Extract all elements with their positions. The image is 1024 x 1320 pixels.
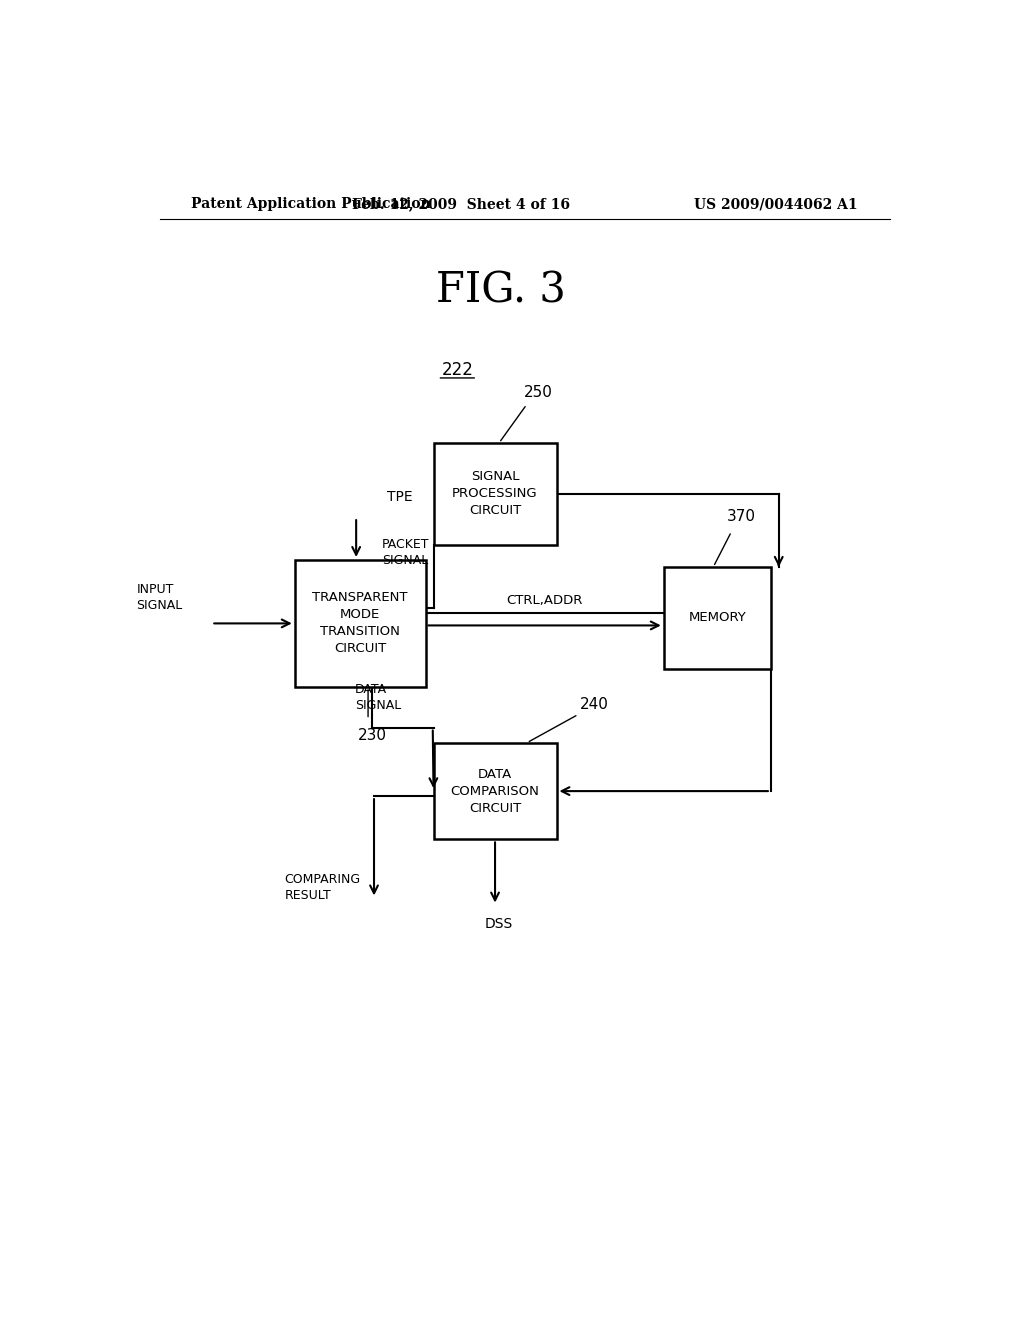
Text: FIG. 3: FIG. 3 [436, 269, 566, 312]
Text: INPUT
SIGNAL: INPUT SIGNAL [136, 583, 183, 612]
Text: 250: 250 [524, 384, 553, 400]
Text: TPE: TPE [387, 490, 413, 504]
Text: SIGNAL
PROCESSING
CIRCUIT: SIGNAL PROCESSING CIRCUIT [453, 470, 538, 517]
Text: 230: 230 [357, 729, 386, 743]
Text: MEMORY: MEMORY [688, 611, 746, 624]
Text: DSS: DSS [485, 917, 513, 931]
Text: DATA
COMPARISON
CIRCUIT: DATA COMPARISON CIRCUIT [451, 768, 540, 814]
Text: 240: 240 [580, 697, 608, 711]
FancyBboxPatch shape [664, 568, 771, 669]
Text: DATA
SIGNAL: DATA SIGNAL [355, 682, 401, 711]
Text: 370: 370 [727, 508, 756, 524]
FancyBboxPatch shape [433, 444, 557, 545]
Text: COMPARING
RESULT: COMPARING RESULT [285, 873, 360, 902]
Text: Patent Application Publication: Patent Application Publication [191, 197, 431, 211]
Text: Feb. 12, 2009  Sheet 4 of 16: Feb. 12, 2009 Sheet 4 of 16 [352, 197, 570, 211]
Text: US 2009/0044062 A1: US 2009/0044062 A1 [694, 197, 858, 211]
Text: CTRL,ADDR: CTRL,ADDR [507, 594, 583, 606]
Text: 222: 222 [441, 360, 473, 379]
FancyBboxPatch shape [295, 560, 426, 686]
FancyBboxPatch shape [433, 743, 557, 840]
Text: TRANSPARENT
MODE
TRANSITION
CIRCUIT: TRANSPARENT MODE TRANSITION CIRCUIT [312, 591, 408, 656]
Text: PACKET
SIGNAL: PACKET SIGNAL [382, 537, 430, 566]
